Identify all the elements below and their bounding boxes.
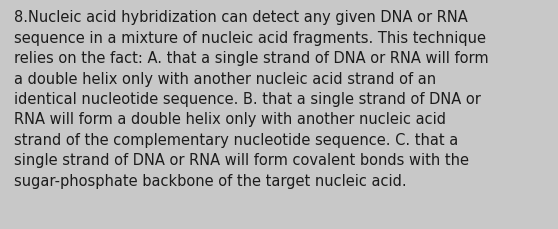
Text: 8.Nucleic acid hybridization can detect any given DNA or RNA
sequence in a mixtu: 8.Nucleic acid hybridization can detect …: [14, 10, 489, 188]
